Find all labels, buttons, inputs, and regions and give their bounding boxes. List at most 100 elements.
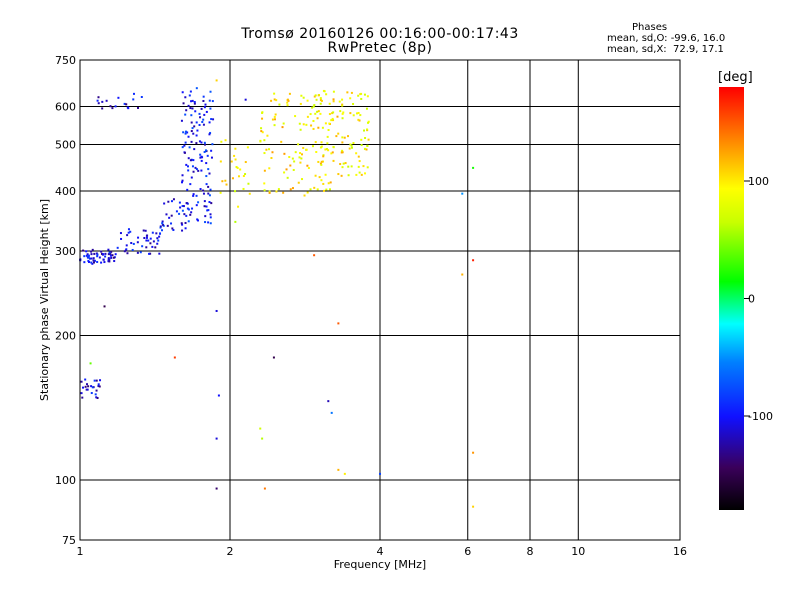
- data-point: [203, 200, 206, 203]
- data-point: [200, 107, 203, 110]
- data-point: [86, 253, 89, 256]
- data-point: [127, 228, 130, 231]
- data-point: [203, 106, 206, 109]
- data-point: [265, 148, 268, 151]
- data-point: [146, 234, 149, 237]
- data-point: [261, 111, 264, 114]
- data-point: [97, 102, 100, 105]
- data-point: [187, 169, 190, 172]
- data-point: [367, 138, 370, 141]
- data-point: [197, 169, 200, 172]
- data-point: [310, 124, 313, 127]
- data-point: [100, 261, 103, 264]
- data-point: [186, 207, 189, 210]
- data-point: [208, 99, 211, 102]
- data-point: [208, 194, 211, 197]
- data-point: [332, 98, 335, 101]
- data-point: [184, 221, 187, 224]
- data-point: [332, 90, 335, 93]
- data-point: [332, 119, 335, 122]
- data-point: [202, 192, 205, 195]
- data-point: [320, 179, 323, 182]
- data-point: [286, 176, 289, 179]
- data-point: [92, 259, 95, 262]
- data-point: [95, 389, 98, 392]
- data-point: [210, 118, 213, 121]
- x-tick-label: 1: [77, 545, 84, 558]
- data-point: [188, 94, 191, 97]
- data-point: [302, 146, 305, 149]
- data-point: [366, 144, 369, 147]
- data-point: [358, 119, 361, 122]
- data-point: [282, 122, 285, 125]
- data-point: [97, 385, 100, 388]
- data-point: [199, 116, 202, 119]
- data-point: [178, 212, 181, 215]
- data-point: [91, 262, 94, 265]
- data-point: [219, 191, 222, 194]
- data-point: [315, 98, 318, 101]
- data-point: [107, 248, 110, 251]
- data-point: [159, 225, 162, 228]
- data-point: [184, 227, 187, 230]
- data-point: [215, 309, 218, 312]
- data-point: [314, 141, 317, 144]
- data-point: [305, 123, 308, 126]
- data-point: [179, 206, 182, 209]
- data-point: [92, 261, 95, 264]
- data-point: [236, 166, 239, 169]
- data-point: [189, 213, 192, 216]
- data-point: [193, 101, 196, 104]
- data-point: [312, 119, 315, 122]
- data-point: [271, 118, 274, 121]
- data-point: [294, 151, 297, 154]
- data-point: [136, 241, 139, 244]
- data-point: [166, 224, 169, 227]
- data-point: [210, 149, 213, 152]
- data-point: [363, 93, 366, 96]
- data-point: [96, 260, 99, 263]
- data-point: [170, 222, 173, 225]
- data-point: [187, 157, 190, 160]
- x-tick-label: 16: [673, 545, 687, 558]
- data-point: [273, 115, 276, 118]
- data-point: [350, 165, 353, 168]
- data-point: [289, 188, 292, 191]
- data-point: [81, 396, 84, 399]
- chart-subtitle: RwPretec (8p): [327, 40, 433, 56]
- data-point: [159, 226, 162, 229]
- data-point: [102, 258, 105, 261]
- data-point: [472, 259, 475, 262]
- data-point: [173, 356, 176, 359]
- x-tick-label: 6: [464, 545, 471, 558]
- data-point: [183, 144, 186, 147]
- data-point: [101, 107, 104, 110]
- data-point: [181, 209, 184, 212]
- data-point: [313, 95, 316, 98]
- data-point: [187, 220, 190, 223]
- data-point: [288, 156, 291, 159]
- data-point: [96, 397, 99, 400]
- data-point: [207, 168, 210, 171]
- data-point: [292, 168, 295, 171]
- data-point: [140, 95, 143, 98]
- data-point: [306, 115, 309, 118]
- data-point: [194, 166, 197, 169]
- data-point: [221, 180, 224, 183]
- data-point: [330, 411, 333, 414]
- data-point: [192, 159, 195, 162]
- data-point: [324, 148, 327, 151]
- data-point: [185, 214, 188, 217]
- data-point: [259, 427, 262, 430]
- data-point: [180, 119, 183, 122]
- data-point: [239, 168, 242, 171]
- data-point: [332, 111, 335, 114]
- data-point: [339, 110, 342, 113]
- data-point: [94, 393, 97, 396]
- data-point: [341, 149, 344, 152]
- data-point: [332, 145, 335, 148]
- data-point: [358, 171, 361, 174]
- data-point: [204, 215, 207, 218]
- data-point: [299, 152, 302, 155]
- data-point: [215, 437, 218, 440]
